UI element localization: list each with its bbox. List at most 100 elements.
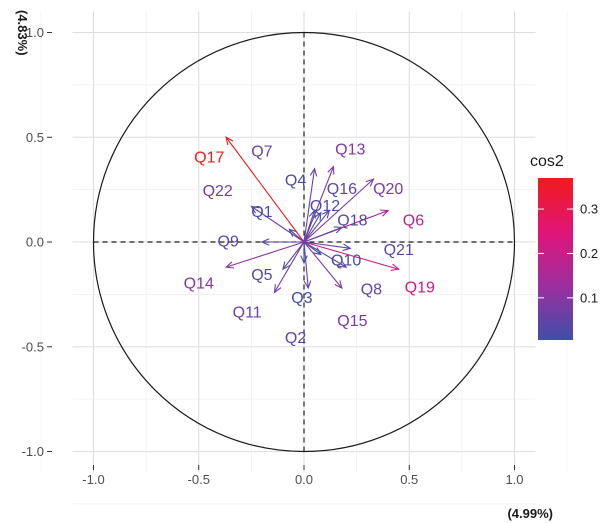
y-tick-label: 0.5	[26, 130, 44, 145]
arrow-head	[380, 209, 390, 217]
arrow-head	[365, 178, 375, 187]
variable-label-q16: Q16	[327, 181, 357, 198]
arrow-head	[308, 209, 316, 219]
arrow-head	[273, 284, 282, 294]
arrow-q9	[260, 238, 304, 246]
arrow-q19	[303, 241, 401, 271]
cos2-legend: cos2 0.1 0.2 0.3	[530, 153, 598, 340]
variable-label-q1: Q1	[251, 204, 272, 221]
arrow-head	[312, 247, 322, 256]
arrow-head	[224, 261, 235, 269]
arrow-shaft	[303, 178, 374, 243]
plot-panel	[52, 10, 525, 465]
arrow-head	[390, 263, 401, 271]
variable-label-q6: Q6	[403, 213, 424, 230]
legend-colorbar	[538, 178, 573, 340]
arrow-head	[250, 205, 260, 214]
arrow-shaft	[303, 241, 351, 249]
arrow-head	[327, 165, 335, 175]
arrow-shaft	[274, 241, 305, 293]
variable-label-q5: Q5	[251, 267, 272, 284]
variable-label-q20: Q20	[373, 181, 403, 198]
arrow-shaft	[303, 241, 322, 256]
arrow-q2	[303, 241, 312, 290]
arrow-q14	[224, 241, 305, 269]
arrow-head	[303, 280, 312, 290]
variable-label-q13: Q13	[335, 141, 365, 158]
arrow-head	[225, 136, 234, 146]
arrow-shaft	[303, 241, 347, 268]
arrow-head	[300, 255, 308, 265]
arrow-shaft	[303, 226, 343, 243]
y-axis-title: (4.83%)	[15, 10, 30, 56]
arrow-head	[282, 261, 291, 271]
arrow-head	[338, 260, 348, 268]
variable-label-q3: Q3	[291, 290, 312, 307]
variable-label-q4: Q4	[285, 173, 306, 190]
variable-label-q22: Q22	[203, 183, 233, 200]
arrow-q13	[303, 165, 335, 243]
arrow-shaft	[282, 241, 305, 270]
legend-tick-label: 0.1	[580, 290, 598, 305]
arrow-q7	[303, 167, 318, 243]
arrow-q18	[303, 226, 344, 243]
variable-label-q15: Q15	[337, 313, 367, 330]
arrow-q16	[303, 209, 331, 243]
legend-title: cos2	[530, 153, 564, 170]
x-tick-label: 0.0	[295, 472, 313, 487]
arrow-q21	[303, 241, 352, 252]
arrow-q22	[250, 205, 305, 243]
variable-label-q21: Q21	[384, 242, 414, 259]
x-tick-label: -0.5	[188, 472, 210, 487]
arrow-q12	[303, 211, 322, 243]
x-tick-label: 0.5	[400, 472, 418, 487]
variable-arrows	[224, 136, 401, 294]
arrow-shaft	[303, 241, 309, 289]
arrow-q17	[225, 136, 305, 243]
variable-labels: Q1 Q2 Q3 Q4 Q5 Q6 Q7 Q8 Q9 Q10 Q11 Q12 Q13 Q14 Q15 Q16 Q…	[184, 141, 435, 347]
variable-label-q19: Q19	[405, 280, 435, 297]
arrow-shaft	[303, 166, 334, 243]
arrow-head	[309, 167, 318, 177]
x-axis-title: (4.99%)	[507, 506, 553, 521]
arrow-head	[314, 211, 322, 221]
arrow-shaft	[303, 210, 330, 243]
arrow-q8	[303, 241, 348, 268]
variable-label-q17: Q17	[194, 150, 224, 167]
arrow-shaft	[303, 241, 399, 270]
arrow-q10	[303, 241, 322, 256]
arrow-shaft	[303, 168, 316, 243]
variable-label-q12: Q12	[310, 198, 340, 215]
arrow-head	[333, 226, 344, 234]
arrow-q3	[300, 242, 308, 265]
arrow-shaft	[251, 205, 305, 243]
x-tick-label: -1.0	[82, 472, 104, 487]
arrow-head	[334, 280, 343, 290]
variable-label-q18: Q18	[337, 213, 367, 230]
variable-label-q10: Q10	[331, 252, 361, 269]
legend-tick-label: 0.3	[580, 202, 598, 217]
arrow-shaft	[225, 136, 305, 243]
x-tick-label: 1.0	[505, 472, 523, 487]
variable-label-q11: Q11	[233, 305, 262, 322]
variable-label-q8: Q8	[361, 282, 382, 299]
variable-label-q7: Q7	[251, 143, 272, 160]
variable-label-q14: Q14	[184, 275, 214, 292]
variable-label-q2: Q2	[285, 330, 306, 347]
legend-ticks: 0.1 0.2 0.3	[538, 202, 598, 305]
arrow-shaft	[303, 241, 343, 289]
arrow-q20	[303, 178, 375, 243]
variable-label-q9: Q9	[218, 234, 239, 251]
y-tick-label: -1.0	[22, 444, 44, 459]
axis-ticks: -1.0 -0.5 0.0 0.5 1.0 -1.0 -0.5 0.0 0.5 1.0	[22, 25, 524, 487]
arrow-shaft	[225, 241, 305, 268]
arrow-q5	[282, 241, 305, 271]
arrow-q15	[303, 241, 343, 290]
y-tick-label: 1.0	[26, 25, 44, 40]
arrow-head	[288, 228, 298, 237]
arrow-head	[321, 209, 331, 219]
y-tick-label: -0.5	[22, 339, 44, 354]
arrow-q11	[273, 241, 305, 294]
y-tick-label: 0.0	[26, 235, 44, 250]
